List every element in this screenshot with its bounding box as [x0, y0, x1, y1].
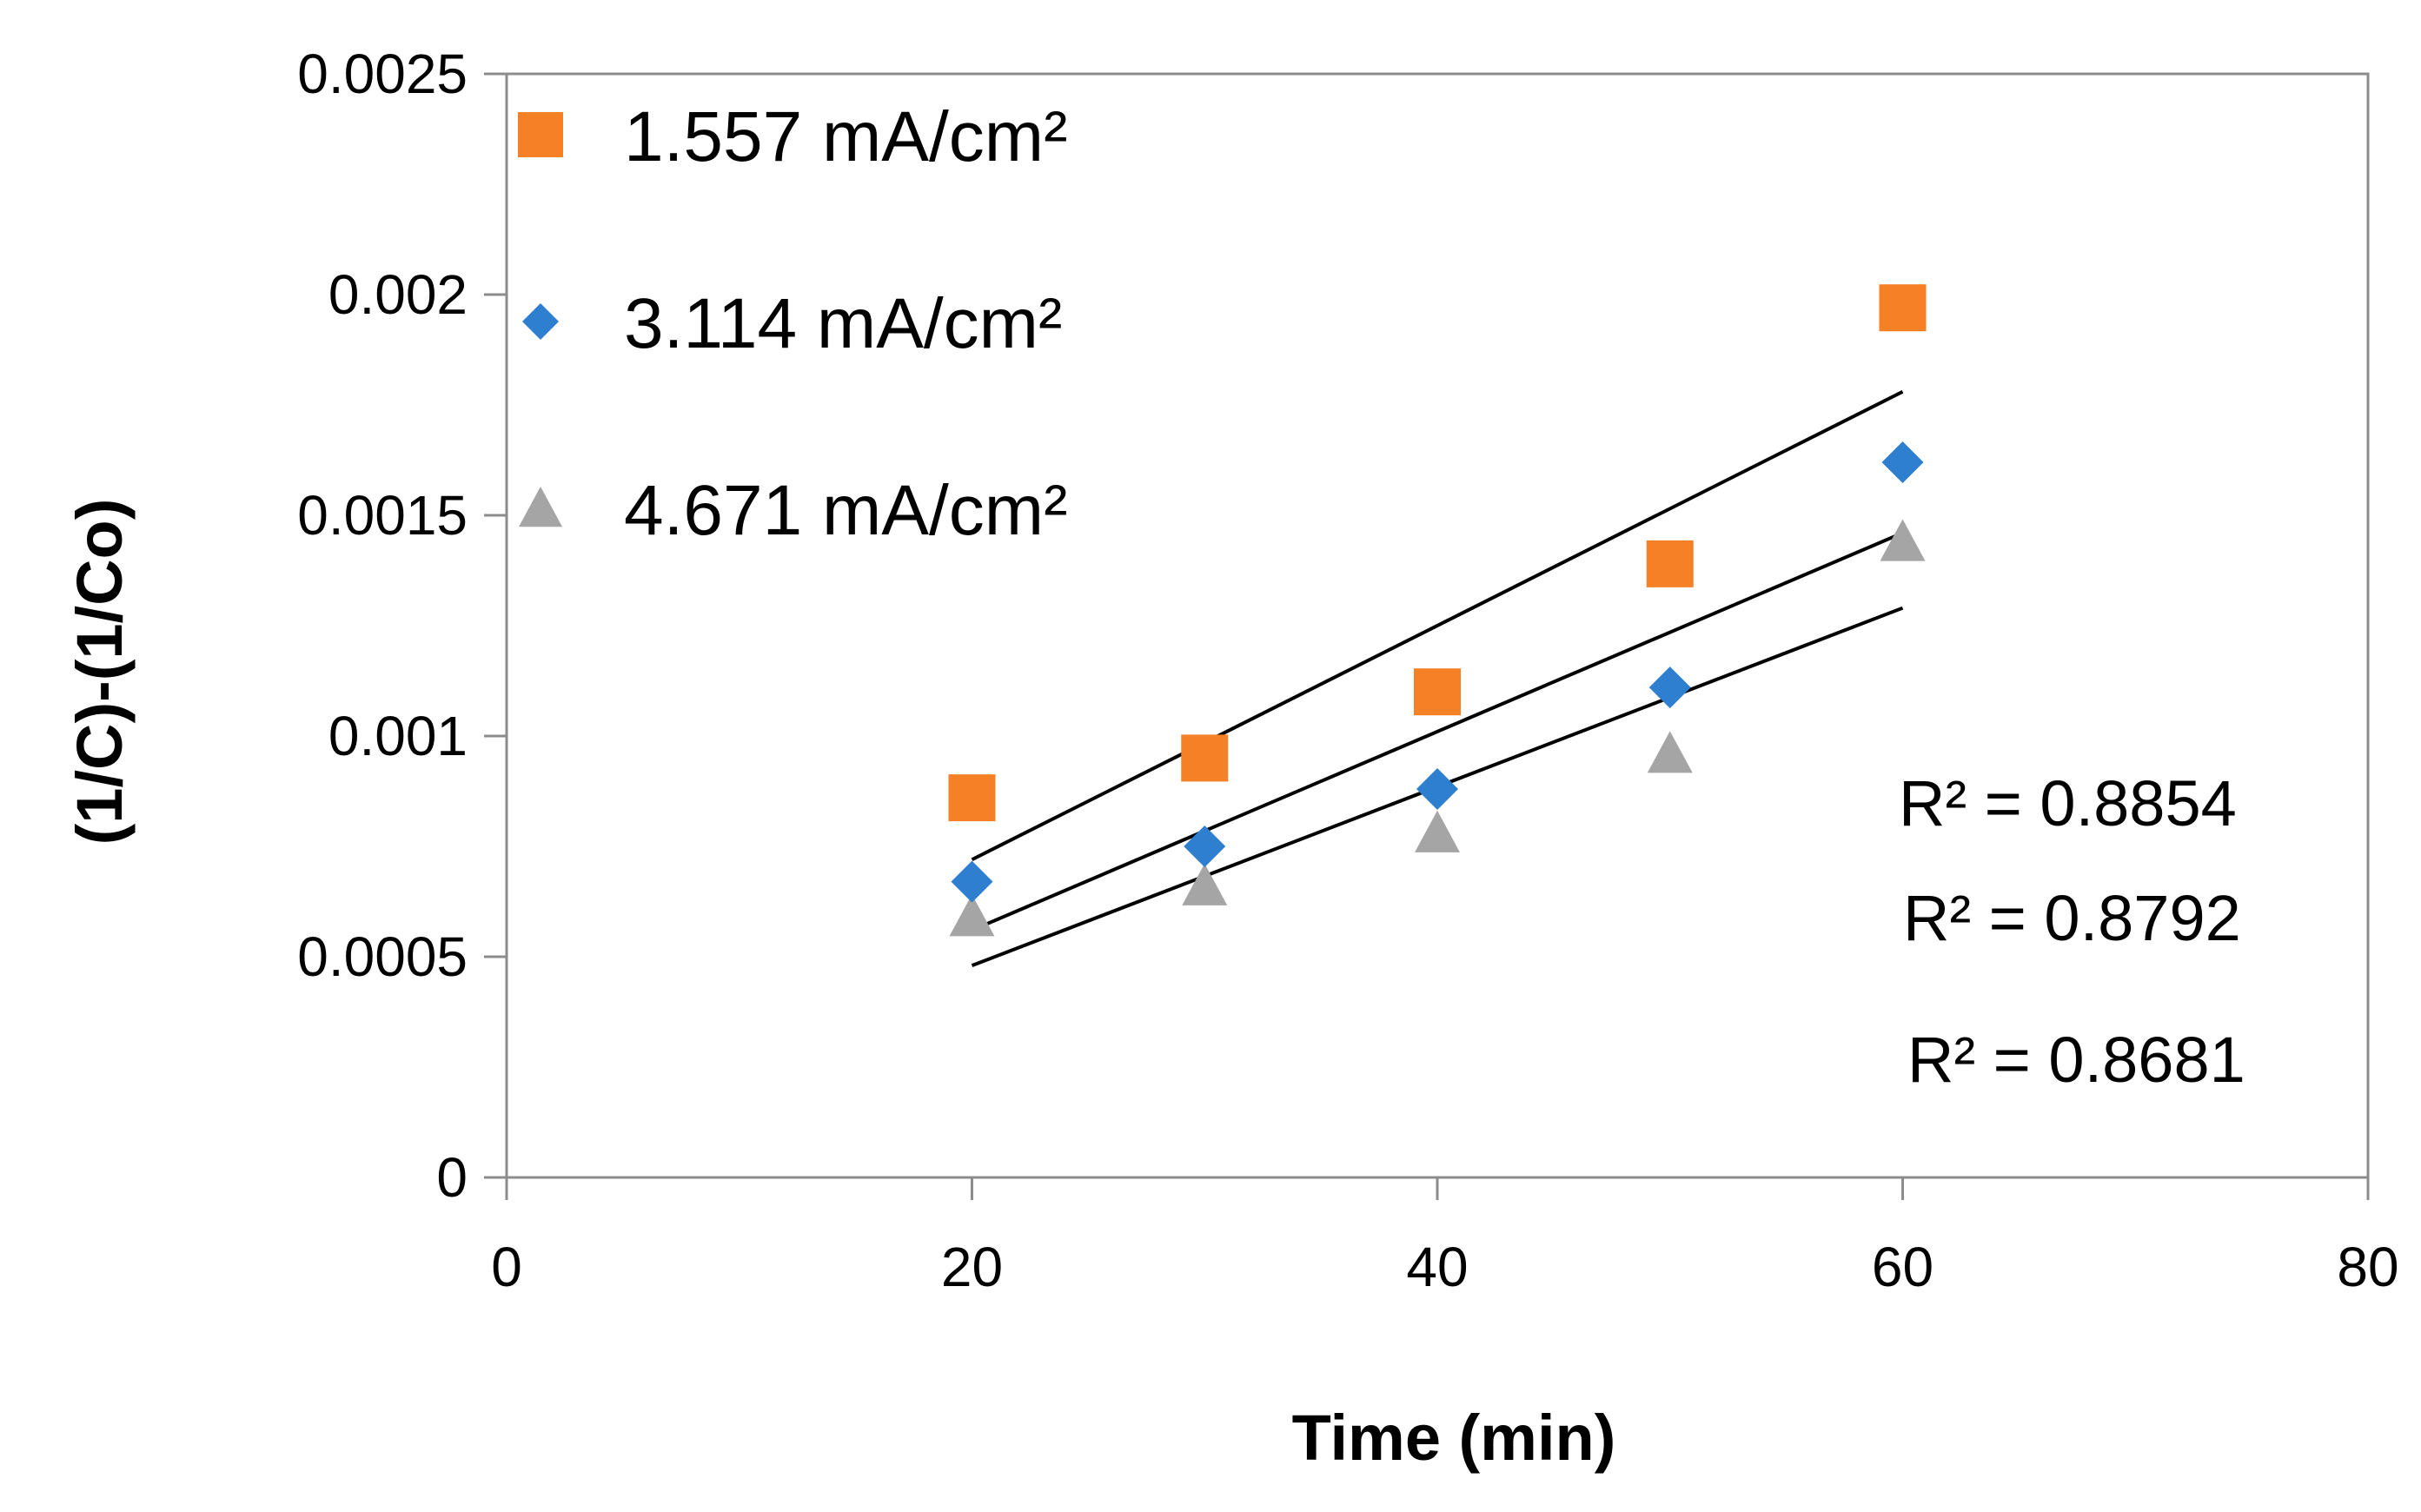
r2-annotation-series-1: R² = 0.8854 [1899, 767, 2237, 839]
y-tick-label: 0 [436, 1146, 468, 1209]
x-axis-title: Time (min) [1292, 1402, 1616, 1474]
data-point-series-2 [1648, 666, 1691, 709]
y-tick-label: 0.0025 [297, 43, 468, 105]
r2-annotation-series-2: R² = 0.8792 [1903, 882, 2241, 954]
data-point-series-3 [1415, 810, 1460, 852]
x-tick-label: 40 [1406, 1236, 1468, 1298]
x-tick-label: 0 [491, 1236, 522, 1298]
data-point-series-3 [949, 894, 995, 937]
x-tick-label: 20 [941, 1236, 1003, 1298]
data-point-series-1 [1181, 734, 1229, 782]
data-point-series-2 [951, 860, 993, 903]
y-tick-label: 0.001 [328, 705, 468, 767]
data-point-series-1 [1414, 668, 1461, 716]
y-tick-label: 0.0005 [297, 925, 468, 988]
trendline-series-1 [971, 389, 1904, 862]
r2-annotation-series-3: R² = 0.8681 [1907, 1024, 2245, 1096]
data-point-series-1 [1879, 284, 1927, 332]
y-axis-title: (1/C)-(1/Co) [63, 499, 136, 846]
legend-label-series-2: 3.114 mA/cm² [624, 284, 1062, 363]
x-tick-label: 60 [1872, 1236, 1933, 1298]
legend-marker-series-2 [522, 303, 559, 340]
legend-label-series-3: 4.671 mA/cm² [624, 471, 1067, 550]
data-point-series-3 [1182, 863, 1228, 905]
y-tick-label: 0.0015 [297, 484, 468, 547]
data-point-series-2 [1416, 767, 1458, 810]
legend-label-series-1: 1.557 mA/cm² [624, 97, 1067, 176]
legend-marker-series-3 [519, 487, 562, 527]
data-point-series-1 [1646, 540, 1694, 587]
data-point-series-3 [1647, 731, 1693, 773]
y-tick-label: 0.002 [328, 263, 468, 326]
data-point-series-3 [1880, 519, 1926, 561]
legend-marker-series-1 [518, 112, 563, 157]
data-point-series-2 [1184, 826, 1226, 867]
data-point-series-1 [948, 774, 996, 822]
trendline-series-2 [971, 531, 1904, 932]
x-tick-label: 80 [2337, 1236, 2398, 1298]
data-point-series-2 [1881, 441, 1924, 484]
